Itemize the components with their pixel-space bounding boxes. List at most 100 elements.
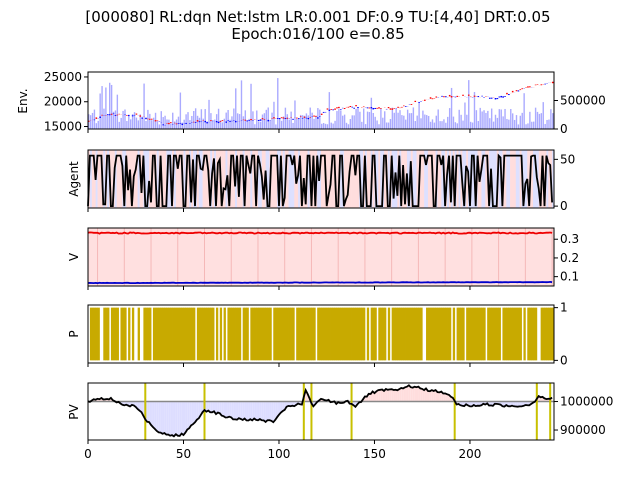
agent-stripe <box>511 150 515 208</box>
volume-bar <box>101 86 103 129</box>
volume-bar <box>397 112 399 129</box>
volume-bar <box>462 120 464 129</box>
p-bar <box>412 307 415 361</box>
agent-stripe <box>368 150 371 208</box>
p-bar <box>299 307 303 361</box>
volume-bar <box>483 110 485 129</box>
p-bar <box>420 307 423 361</box>
pv-fill-segment <box>405 386 407 402</box>
p-bar <box>103 307 106 361</box>
volume-bar <box>363 108 365 129</box>
volume-bar <box>229 119 231 129</box>
pv-fill-segment <box>231 401 234 420</box>
volume-bar <box>219 120 222 129</box>
p-bar <box>128 307 131 361</box>
volume-bar <box>357 108 359 129</box>
volume-bar <box>343 114 346 129</box>
volume-bar <box>418 102 420 129</box>
p-ylabel: P <box>67 330 81 337</box>
p-bar <box>439 307 442 361</box>
p-bar <box>534 307 538 361</box>
volume-bar <box>441 121 443 129</box>
volume-bar <box>347 124 350 129</box>
volume-bar <box>447 116 449 129</box>
pv-fill-segment <box>236 401 239 420</box>
volume-bar <box>124 109 126 129</box>
agent-stripe <box>288 150 291 208</box>
p-bar <box>200 307 203 361</box>
agent-axis-ticks: 50 0 <box>554 152 575 213</box>
p-bar <box>277 307 280 361</box>
volume-bar <box>334 120 336 129</box>
pv-fill-segment <box>385 389 388 402</box>
pv-fill-segment <box>508 401 511 407</box>
p-bar <box>513 307 517 361</box>
agent-stripe <box>152 150 156 208</box>
pv-fill-segment <box>489 401 491 406</box>
pv-fill-segment <box>173 401 176 437</box>
pv-vertical-markers <box>144 383 552 440</box>
volume-bar <box>548 119 550 129</box>
pv-fill-segment <box>399 387 402 402</box>
pv-fill-segment <box>422 388 425 402</box>
pv-fill-segment <box>376 390 379 402</box>
agent-stripe <box>267 150 270 208</box>
volume-bar <box>382 117 384 129</box>
volume-bar <box>173 121 176 129</box>
volume-bar <box>544 123 546 129</box>
pv-fill-segment <box>152 401 155 429</box>
p-bar <box>107 307 110 361</box>
p-bar <box>298 307 301 361</box>
volume-bar <box>443 119 445 129</box>
pv-fill-segment <box>263 401 266 422</box>
agent-stripe <box>531 150 534 208</box>
volume-bar <box>426 115 428 129</box>
p-bar <box>191 307 194 361</box>
volume-bar <box>139 114 141 129</box>
volume-bar <box>160 111 162 129</box>
p-bar <box>124 307 127 361</box>
volume-bar <box>420 118 422 129</box>
p-bar <box>154 307 158 361</box>
volume-bar <box>374 116 376 129</box>
volume-bar <box>187 112 189 129</box>
p-bar <box>89 307 93 361</box>
volume-bar <box>305 113 308 129</box>
volume-bar <box>448 108 451 129</box>
p-bar <box>292 307 295 361</box>
agent-stripe <box>458 150 461 208</box>
volume-bar <box>294 100 296 129</box>
agent-stripe <box>303 150 307 208</box>
p-bar <box>437 307 440 361</box>
volume-bar <box>431 119 434 129</box>
pv-fill-segment <box>267 401 270 421</box>
p-bar <box>183 307 186 361</box>
agent-stripe <box>252 150 255 208</box>
agent-stripe <box>259 150 263 208</box>
volume-bar <box>244 110 247 129</box>
volume-bar <box>214 119 216 129</box>
agent-stripe <box>332 150 335 208</box>
p-bar <box>395 307 398 361</box>
pv-ylabel: PV <box>67 403 81 419</box>
p-bar <box>489 307 492 361</box>
p-bar <box>227 307 230 361</box>
agent-stripe <box>343 150 347 208</box>
agent-stripe <box>183 150 186 208</box>
p-bar <box>504 307 507 361</box>
volume-bar <box>261 114 264 129</box>
volume-bar <box>259 121 262 129</box>
agent-stripe <box>250 150 253 208</box>
pv-fill <box>88 385 553 437</box>
pv-fill-segment <box>429 390 432 402</box>
x-tick-label: 200 <box>459 447 482 461</box>
volume-bar <box>477 121 480 129</box>
pv-fill-segment <box>185 401 188 433</box>
volume-bar <box>391 107 394 129</box>
agent-stripe <box>345 150 349 208</box>
agent-stripe <box>485 150 488 208</box>
agent-stripe <box>420 150 423 208</box>
agent-stripe <box>456 150 459 208</box>
pv-fill-segment <box>435 390 438 402</box>
p-bar <box>435 307 438 361</box>
